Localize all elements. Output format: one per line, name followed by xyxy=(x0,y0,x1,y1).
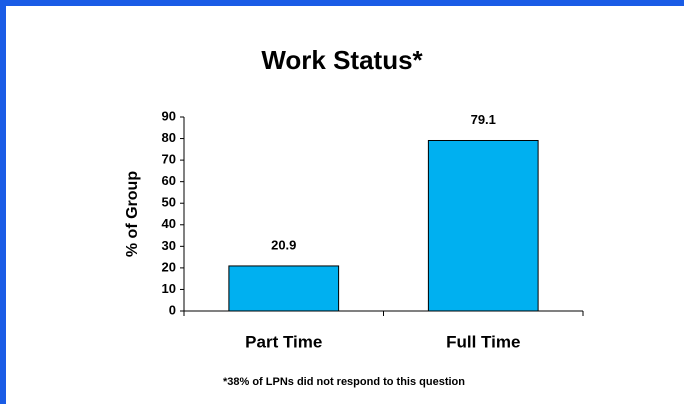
y-tick-label: 0 xyxy=(169,302,176,317)
x-tick-label: Full Time xyxy=(446,332,520,351)
left-border xyxy=(0,0,6,404)
y-tick-label: 70 xyxy=(162,152,176,167)
x-tick-label: Part Time xyxy=(245,332,322,351)
footnote: *38% of LPNs did not respond to this que… xyxy=(223,376,465,388)
y-axis-label: % of Group xyxy=(124,171,141,257)
y-tick-label: 50 xyxy=(162,195,176,210)
bar xyxy=(427,139,539,312)
top-border xyxy=(0,0,684,6)
y-tick-label: 40 xyxy=(162,216,176,231)
y-tick-label: 90 xyxy=(162,108,176,123)
value-label: 79.1 xyxy=(471,112,496,127)
y-tick-label: 30 xyxy=(162,238,176,253)
bar xyxy=(228,265,340,312)
y-tick-label: 10 xyxy=(162,281,176,296)
y-tick-label: 60 xyxy=(162,173,176,188)
chart-title: Work Status* xyxy=(261,45,423,75)
y-tick-label: 20 xyxy=(162,259,176,274)
value-label: 20.9 xyxy=(271,237,296,252)
y-tick-label: 80 xyxy=(162,130,176,145)
